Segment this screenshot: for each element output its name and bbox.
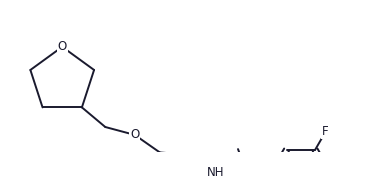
Text: O: O — [57, 40, 67, 53]
Text: NH: NH — [206, 166, 224, 179]
Text: F: F — [322, 125, 329, 139]
Text: O: O — [130, 128, 139, 141]
